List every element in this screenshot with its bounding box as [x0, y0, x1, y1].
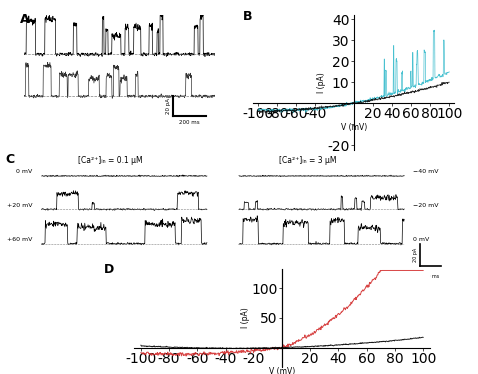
X-axis label: V (mV): V (mV)	[269, 367, 295, 374]
Text: −40 mV: −40 mV	[413, 169, 439, 174]
Text: 20 pA: 20 pA	[413, 248, 418, 262]
Text: −20 mV: −20 mV	[413, 203, 439, 208]
Text: [Ca²⁺]ᵢₙ = 3 μM: [Ca²⁺]ᵢₙ = 3 μM	[279, 156, 337, 165]
Text: B: B	[243, 10, 253, 22]
Text: A: A	[20, 13, 30, 26]
Text: C: C	[5, 153, 14, 166]
Text: 20 pA: 20 pA	[166, 98, 171, 114]
Text: +20 mV: +20 mV	[7, 203, 33, 208]
Text: 200 ms: 200 ms	[179, 120, 200, 125]
Text: 200 ms: 200 ms	[422, 274, 440, 279]
X-axis label: V (mV): V (mV)	[341, 123, 367, 132]
Text: 0 mV: 0 mV	[16, 169, 33, 174]
Y-axis label: I (pA): I (pA)	[241, 307, 250, 328]
Text: +60 mV: +60 mV	[7, 237, 33, 242]
Text: D: D	[104, 263, 114, 276]
Text: 0 mV: 0 mV	[413, 237, 430, 242]
Text: [Ca²⁺]ᵢₙ = 0.1 μM: [Ca²⁺]ᵢₙ = 0.1 μM	[78, 156, 143, 165]
Y-axis label: I (pA): I (pA)	[317, 72, 326, 93]
